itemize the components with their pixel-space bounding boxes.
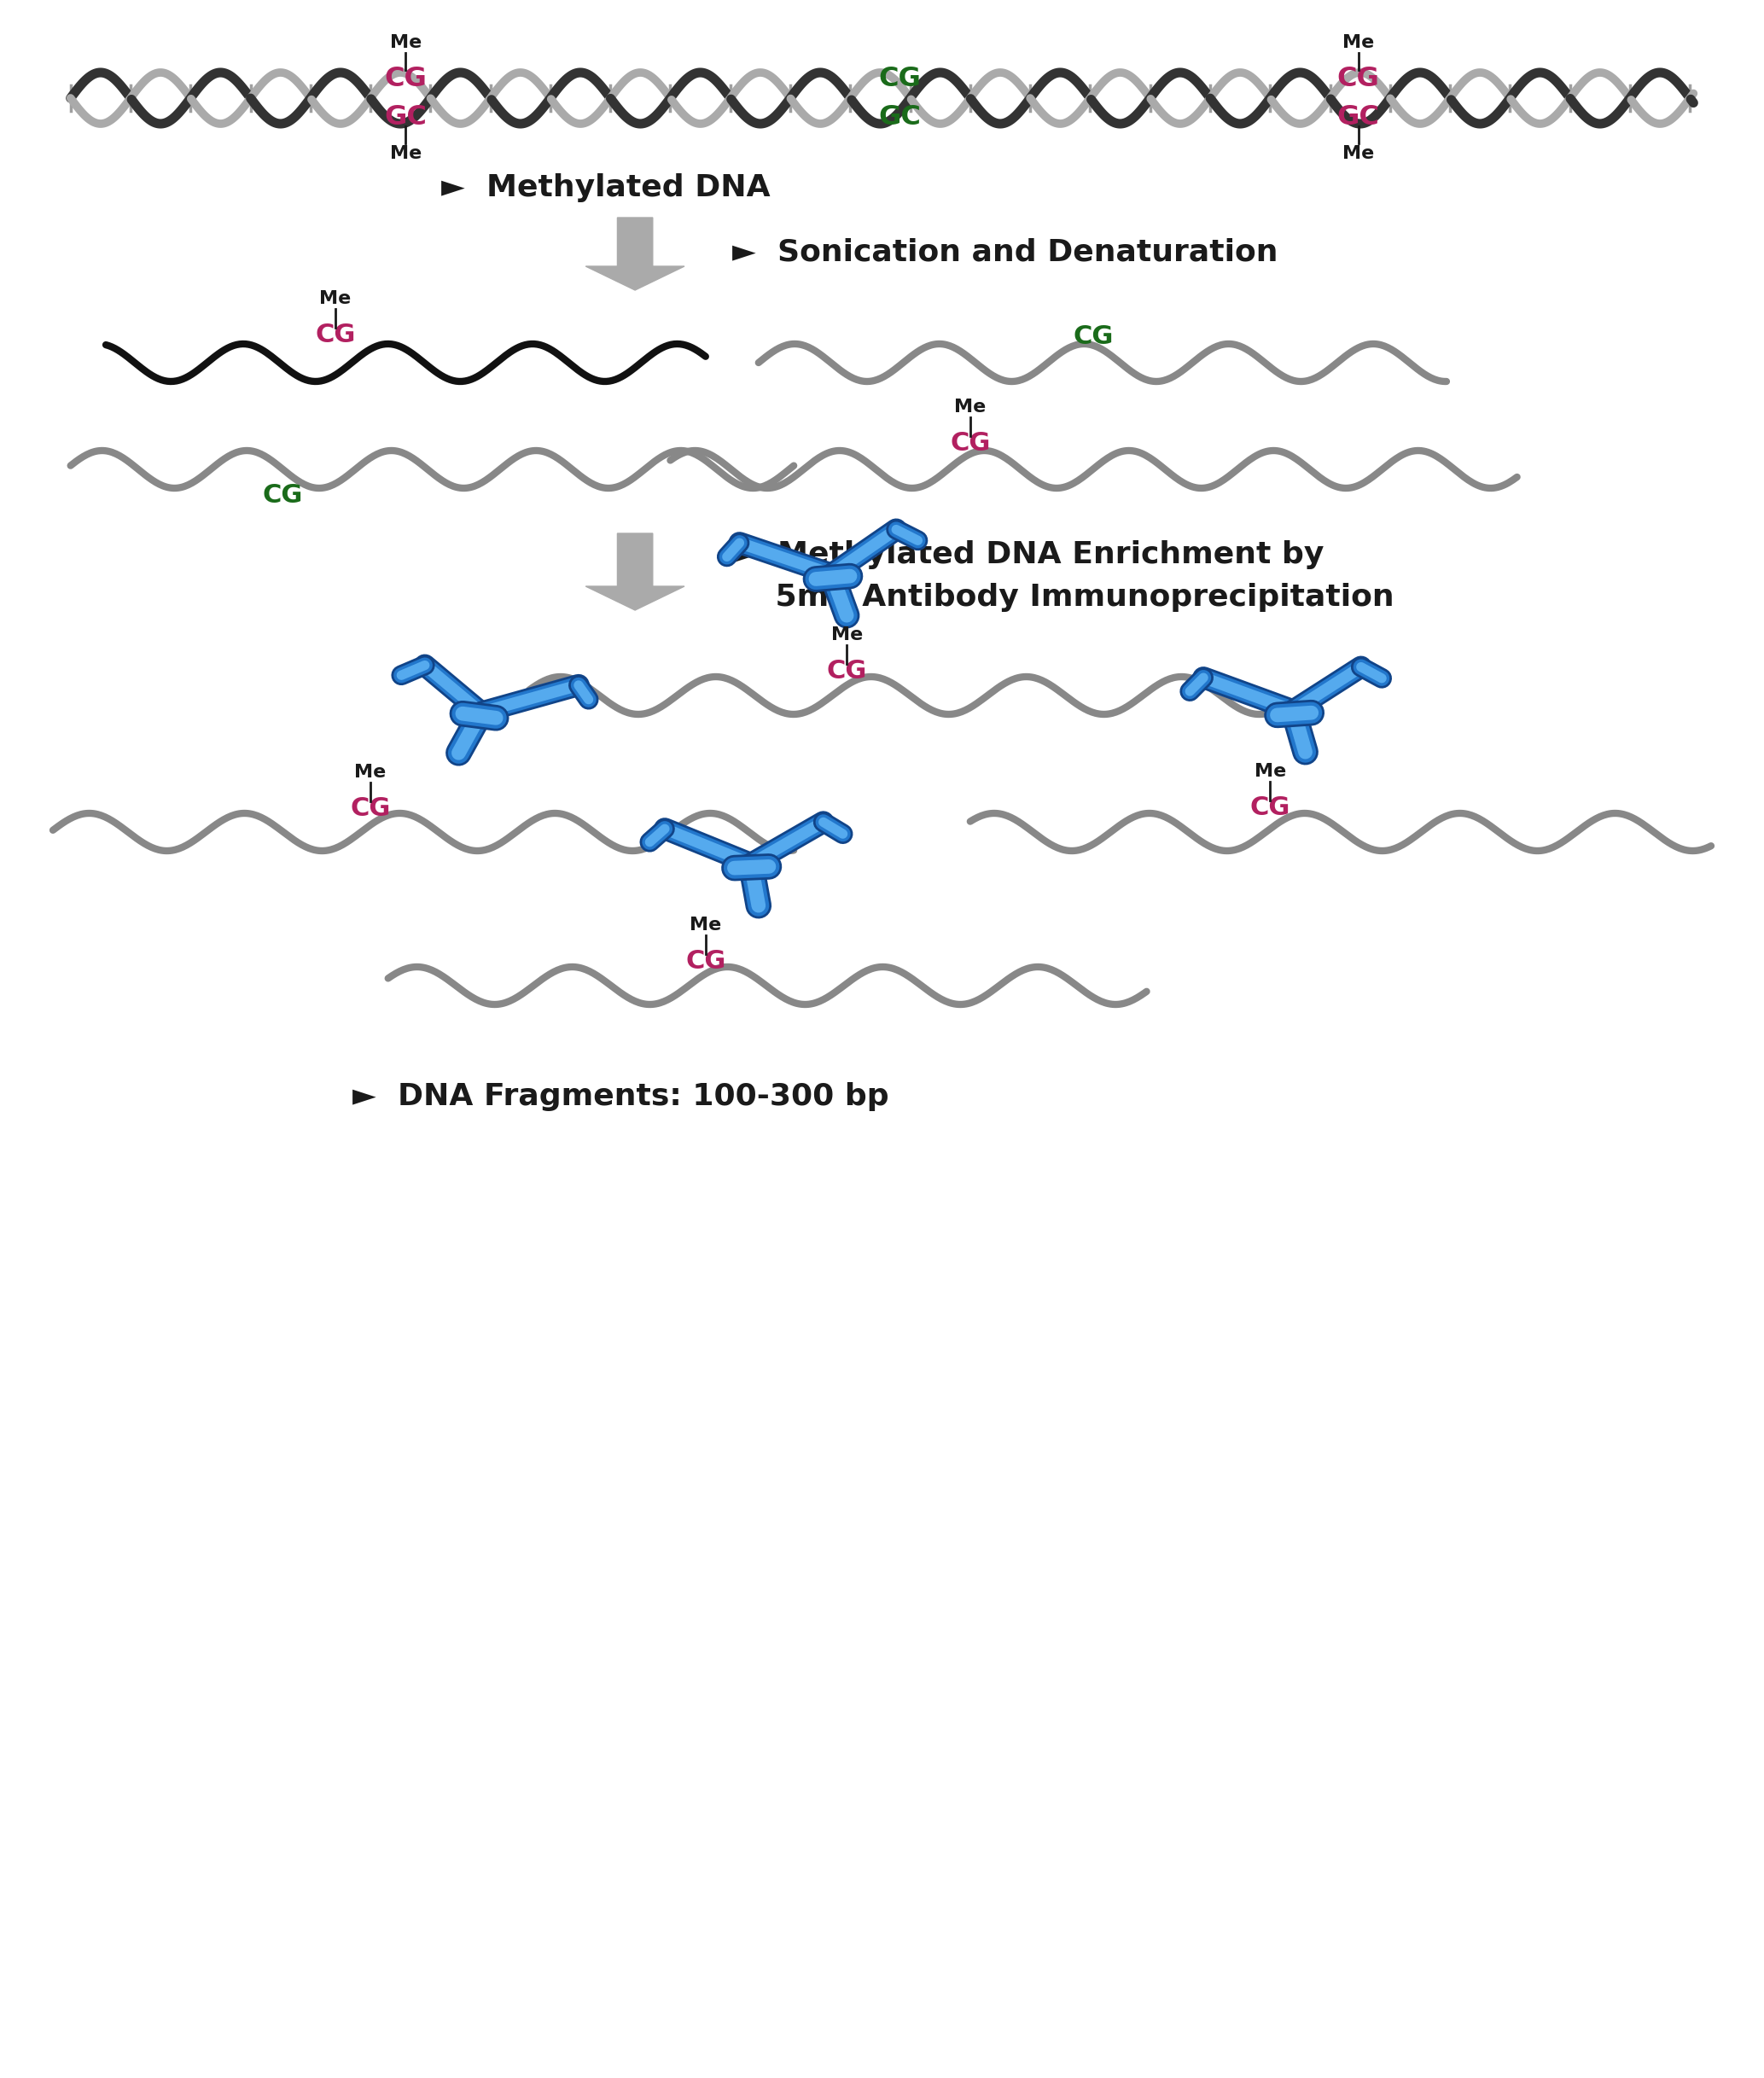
FancyArrow shape xyxy=(586,218,684,291)
Text: CG: CG xyxy=(1074,324,1113,349)
Text: GC: GC xyxy=(385,104,427,131)
Text: ►  Sonication and Denaturation: ► Sonication and Denaturation xyxy=(732,237,1277,266)
Text: CG: CG xyxy=(351,796,390,821)
Text: CG: CG xyxy=(1251,796,1289,821)
Text: CG: CG xyxy=(1337,66,1379,91)
Text: Me: Me xyxy=(954,399,986,416)
Text: ►  Methylated DNA: ► Methylated DNA xyxy=(441,172,771,202)
Text: GC: GC xyxy=(1337,104,1379,131)
Text: 5mC Antibody Immunoprecipitation: 5mC Antibody Immunoprecipitation xyxy=(732,582,1394,611)
Text: CG: CG xyxy=(316,322,355,347)
Text: GC: GC xyxy=(878,104,921,131)
Text: Me: Me xyxy=(390,33,422,52)
Text: Me: Me xyxy=(690,916,721,933)
FancyArrow shape xyxy=(586,534,684,611)
Text: CG: CG xyxy=(263,482,302,507)
Text: Me: Me xyxy=(390,145,422,162)
Text: Me: Me xyxy=(1254,763,1286,779)
Text: ►  Methylated DNA Enrichment by: ► Methylated DNA Enrichment by xyxy=(732,540,1323,569)
Text: Me: Me xyxy=(319,291,351,308)
Text: CG: CG xyxy=(385,66,427,91)
Text: Me: Me xyxy=(355,765,386,781)
Text: Me: Me xyxy=(1342,145,1374,162)
Text: CG: CG xyxy=(878,66,921,91)
Text: ►  DNA Fragments: 100-300 bp: ► DNA Fragments: 100-300 bp xyxy=(353,1083,889,1112)
Text: CG: CG xyxy=(951,430,990,455)
Text: Me: Me xyxy=(831,628,863,644)
Text: Me: Me xyxy=(1342,33,1374,52)
Text: CG: CG xyxy=(827,659,866,684)
Text: CG: CG xyxy=(686,950,725,975)
